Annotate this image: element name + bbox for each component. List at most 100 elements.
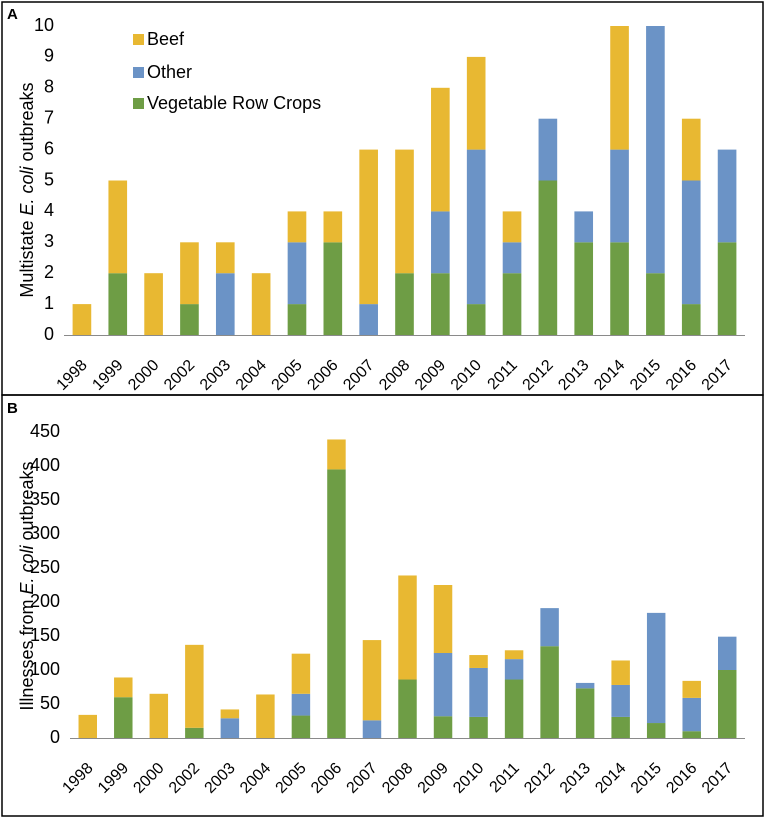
x-tick-label: 2006 [304, 357, 341, 394]
legend-swatch-other [133, 67, 144, 78]
x-tick-label: 2003 [197, 357, 234, 394]
bar-beef-1998 [72, 304, 92, 335]
bar-other-2017 [718, 636, 737, 670]
bar-beef-2000 [144, 273, 163, 335]
y-tick-label: 5 [44, 169, 54, 189]
y-tick-label: 6 [44, 138, 54, 158]
bar-other-2012 [538, 118, 558, 181]
x-tick-label: 2016 [663, 357, 700, 394]
bar-beef-2014 [611, 660, 630, 685]
bar-beef-2005 [291, 653, 311, 694]
bar-beef-2004 [256, 694, 275, 738]
y-tick-label: 8 [44, 77, 54, 97]
x-tick-label: 1999 [89, 357, 126, 394]
bar-veg-2009 [433, 716, 453, 738]
legend-label-beef: Beef [147, 29, 185, 49]
bar-veg-2010 [466, 304, 486, 335]
x-tick-label: 2013 [555, 357, 592, 394]
bar-veg-2011 [504, 679, 524, 738]
x-tick-label: 1999 [95, 760, 132, 797]
panel-b: B Illnesses from E. coli outbreaks 0 50 10… [1, 394, 764, 817]
bar-beef-2010 [469, 655, 488, 668]
bar-veg-2005 [291, 715, 311, 738]
x-tick-label: 2008 [379, 760, 416, 797]
y-tick-label: 7 [44, 107, 54, 127]
x-tick-label: 2010 [448, 357, 485, 394]
x-tick-label: 2011 [485, 357, 521, 393]
bar-other-2011 [504, 659, 524, 680]
bar-other-2015 [646, 26, 665, 274]
panel-a-label: A [7, 6, 18, 23]
y-tick-label: 1 [44, 293, 54, 313]
bar-beef-2014 [610, 26, 629, 150]
x-tick-label: 2014 [592, 760, 629, 797]
x-tick-label: 2015 [627, 357, 664, 394]
bar-beef-2016 [682, 680, 701, 698]
x-tick-label: 2007 [340, 357, 377, 394]
bar-other-2009 [431, 211, 450, 274]
bar-beef-2006 [323, 211, 343, 243]
bar-beef-2011 [504, 650, 524, 660]
bar-veg-2002 [185, 727, 204, 738]
bar-veg-2008 [398, 679, 417, 738]
x-tick-label: 2014 [591, 357, 628, 394]
bar-beef-2003 [220, 709, 240, 719]
x-tick-label: 2013 [557, 760, 594, 797]
bar-other-2014 [610, 149, 629, 243]
bar-veg-2006 [327, 469, 346, 738]
x-tick-label: 2004 [233, 357, 270, 394]
bar-beef-2011 [502, 211, 522, 243]
bar-veg-2006 [323, 242, 343, 335]
bar-beef-2008 [398, 575, 417, 680]
y-tick-label: 100 [30, 659, 60, 679]
bar-beef-2007 [359, 149, 378, 305]
bar-beef-2009 [433, 585, 453, 653]
y-tick-label: 9 [44, 46, 54, 66]
x-tick-label: 2009 [415, 760, 452, 797]
bar-other-2012 [540, 608, 559, 647]
bar-other-2007 [362, 720, 382, 738]
bar-other-2015 [646, 612, 666, 724]
x-tick-label: 1998 [59, 760, 96, 797]
y-tick-label: 250 [30, 557, 60, 577]
x-tick-label: 2002 [166, 760, 203, 797]
bar-veg-2012 [538, 180, 558, 335]
bar-beef-2004 [251, 273, 271, 335]
bar-other-2010 [469, 667, 488, 717]
x-tick-label: 2002 [161, 357, 198, 394]
bar-beef-1999 [108, 180, 128, 274]
legend-label-other: Other [147, 62, 192, 82]
x-tick-label: 2003 [202, 760, 239, 797]
panel-a-plot: 0 1 2 3 4 5 6 7 8 9 10 1998199920002002200320042005… [34, 15, 745, 394]
legend: Beef Other Vegetable Row Crops [133, 29, 321, 113]
bar-beef-2002 [180, 242, 199, 305]
x-tick-label: 2012 [520, 357, 557, 394]
y-tick-label: 3 [44, 231, 54, 251]
x-tick-label: 2006 [308, 760, 345, 797]
legend-swatch-beef [133, 34, 144, 45]
panel-a-ylabel: Multistate E. coli outbreaks [17, 82, 37, 297]
y-tick-label: 350 [30, 489, 60, 509]
y-tick-label: 450 [30, 421, 60, 441]
bar-other-2014 [611, 684, 630, 717]
y-tick-label: 10 [34, 15, 54, 35]
bar-veg-2016 [681, 304, 701, 335]
x-tick-label: 2017 [699, 357, 736, 394]
bar-beef-2016 [681, 118, 701, 181]
y-tick-label: 200 [30, 591, 60, 611]
bar-veg-2013 [574, 242, 594, 335]
x-tick-label: 2008 [376, 357, 413, 394]
bar-beef-2008 [395, 149, 414, 274]
bar-beef-2009 [431, 87, 450, 212]
panel-b-ylabel: Illnesses from E. coli outbreaks [17, 461, 37, 710]
bar-beef-2005 [287, 211, 307, 243]
bar-veg-2002 [180, 304, 199, 335]
x-tick-label: 2005 [269, 357, 306, 394]
bar-veg-2016 [682, 731, 701, 738]
x-tick-label: 2000 [130, 760, 167, 797]
panel-b-plot: 0501001502002503003504004501998199920002… [30, 421, 745, 797]
bar-other-2013 [574, 211, 594, 243]
panel-b-label: B [7, 400, 18, 417]
bar-beef-1999 [114, 677, 133, 698]
